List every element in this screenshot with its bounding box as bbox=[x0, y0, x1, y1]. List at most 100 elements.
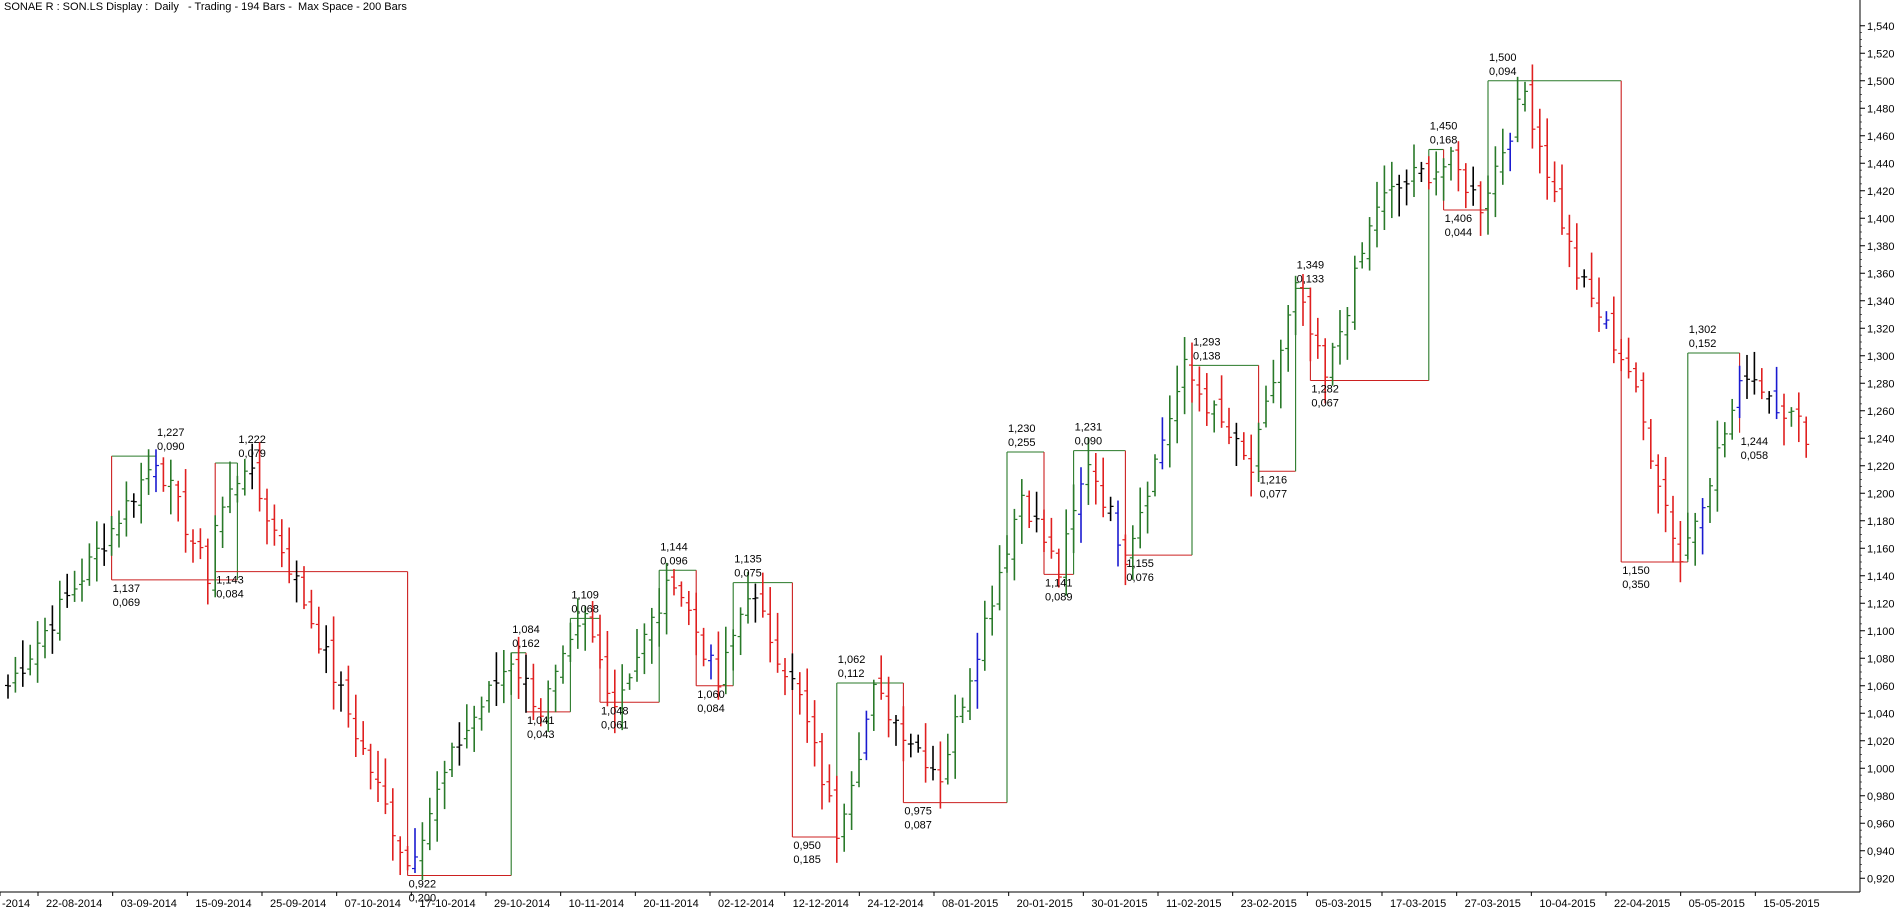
y-tick-label: 1,220 bbox=[1867, 461, 1895, 473]
price-bar bbox=[478, 696, 485, 731]
price-bar bbox=[1492, 146, 1499, 218]
price-bar bbox=[1677, 521, 1684, 583]
price-bar bbox=[863, 710, 870, 761]
swing-low-volume-label: 0,067 bbox=[1311, 398, 1339, 410]
price-bar bbox=[560, 645, 566, 684]
swing-high-price-label: 1,227 bbox=[157, 427, 185, 439]
swing-high-price-label: 1,144 bbox=[660, 541, 688, 553]
swing-low-price-label: 0,922 bbox=[409, 879, 437, 891]
price-bar bbox=[537, 698, 544, 727]
price-bar bbox=[204, 538, 211, 605]
price-bars bbox=[5, 64, 1810, 880]
swing-low-volume-label: 0,077 bbox=[1260, 488, 1288, 500]
swing-high-price-label: 1,450 bbox=[1430, 121, 1458, 133]
price-bar bbox=[175, 480, 182, 522]
x-tick-label: 30-01-2015 bbox=[1091, 898, 1147, 910]
price-bar bbox=[27, 644, 34, 676]
price-bar bbox=[1351, 255, 1358, 330]
y-tick-label: 1,280 bbox=[1867, 378, 1895, 390]
price-bar bbox=[219, 496, 226, 549]
price-bar bbox=[1070, 484, 1077, 554]
price-bar bbox=[367, 743, 374, 790]
price-bar bbox=[1544, 118, 1551, 200]
price-bar bbox=[1529, 64, 1536, 149]
price-bar bbox=[1085, 437, 1092, 505]
price-bar bbox=[271, 504, 278, 546]
price-bar bbox=[1115, 500, 1121, 567]
price-bar bbox=[1033, 491, 1040, 533]
price-bar bbox=[1596, 277, 1602, 332]
y-tick-label: 1,060 bbox=[1867, 681, 1895, 693]
price-bar bbox=[1263, 385, 1269, 428]
price-bar bbox=[42, 617, 48, 659]
swing-low-price-label: 1,143 bbox=[216, 575, 244, 587]
price-bar bbox=[1433, 151, 1440, 196]
price-bar bbox=[419, 822, 426, 880]
price-bar bbox=[804, 668, 811, 743]
price-bar bbox=[819, 733, 825, 810]
price-bar bbox=[900, 706, 907, 762]
swing-low-price-label: 1,406 bbox=[1445, 213, 1473, 225]
x-tick-label: 22-08-2014 bbox=[46, 898, 102, 910]
swing-low-volume-label: 0,044 bbox=[1445, 227, 1473, 239]
price-bar bbox=[737, 607, 744, 656]
price-bar bbox=[1411, 144, 1417, 198]
price-bar bbox=[130, 493, 137, 518]
price-bar bbox=[656, 588, 663, 647]
price-bar bbox=[1314, 317, 1321, 359]
price-bar bbox=[1359, 242, 1366, 269]
swing-low-volume-label: 0,089 bbox=[1045, 591, 1073, 603]
y-tick-label: 1,300 bbox=[1867, 351, 1895, 363]
swing-low-price-label: 1,155 bbox=[1126, 558, 1154, 570]
swing-low-price-label: 1,150 bbox=[1622, 565, 1650, 577]
y-tick-label: 0,980 bbox=[1867, 791, 1895, 803]
x-tick-label: 27-03-2015 bbox=[1465, 898, 1521, 910]
price-bar bbox=[1292, 275, 1299, 336]
swing-low-volume-label: 0,350 bbox=[1622, 579, 1650, 591]
price-bar bbox=[1048, 517, 1055, 559]
price-bar bbox=[1662, 456, 1669, 533]
y-tick-label: 1,200 bbox=[1867, 488, 1895, 500]
swing-low-price-label: 0,975 bbox=[904, 806, 932, 818]
y-tick-label: 0,940 bbox=[1867, 846, 1895, 858]
swing-low-volume-label: 0,076 bbox=[1126, 572, 1154, 584]
y-tick-label: 1,320 bbox=[1867, 323, 1895, 335]
price-bar bbox=[611, 669, 618, 734]
x-tick-label: 17-10-2014 bbox=[419, 898, 475, 910]
y-tick-label: 1,180 bbox=[1867, 516, 1895, 528]
price-bar bbox=[1536, 108, 1543, 174]
price-bar bbox=[249, 443, 256, 490]
price-bar bbox=[1388, 161, 1395, 219]
price-bar bbox=[86, 543, 93, 586]
price-bar bbox=[1499, 128, 1506, 185]
price-bar bbox=[1758, 368, 1765, 400]
price-bar bbox=[1122, 534, 1129, 586]
price-bar bbox=[1707, 477, 1713, 523]
price-bar bbox=[745, 571, 751, 624]
price-bar bbox=[826, 764, 833, 803]
price-bar bbox=[227, 461, 233, 514]
y-tick-label: 1,460 bbox=[1867, 131, 1895, 143]
swing-high-price-label: 1,230 bbox=[1008, 423, 1036, 435]
price-bar bbox=[456, 722, 463, 766]
price-bar bbox=[389, 788, 396, 861]
swing-low-volume-label: 0,084 bbox=[697, 703, 725, 715]
price-bar bbox=[1129, 525, 1136, 580]
price-bar bbox=[1507, 132, 1514, 172]
swing-low-price-label: 1,216 bbox=[1260, 474, 1288, 486]
x-tick-label: 17-03-2015 bbox=[1390, 898, 1446, 910]
price-bar bbox=[1144, 481, 1151, 534]
price-bar bbox=[1766, 391, 1773, 414]
price-bar bbox=[1174, 365, 1181, 444]
price-bar bbox=[1107, 496, 1114, 522]
price-bar bbox=[1470, 166, 1477, 206]
x-tick-label: 10-11-2014 bbox=[569, 898, 624, 910]
price-bar bbox=[308, 589, 315, 629]
price-bar bbox=[663, 562, 670, 635]
swing-high-volume-label: 0,152 bbox=[1689, 338, 1717, 350]
price-bar bbox=[1026, 490, 1033, 529]
y-tick-label: 1,380 bbox=[1867, 241, 1895, 253]
price-bar bbox=[1189, 342, 1195, 403]
price-bar bbox=[360, 721, 367, 755]
price-bar bbox=[145, 449, 152, 495]
